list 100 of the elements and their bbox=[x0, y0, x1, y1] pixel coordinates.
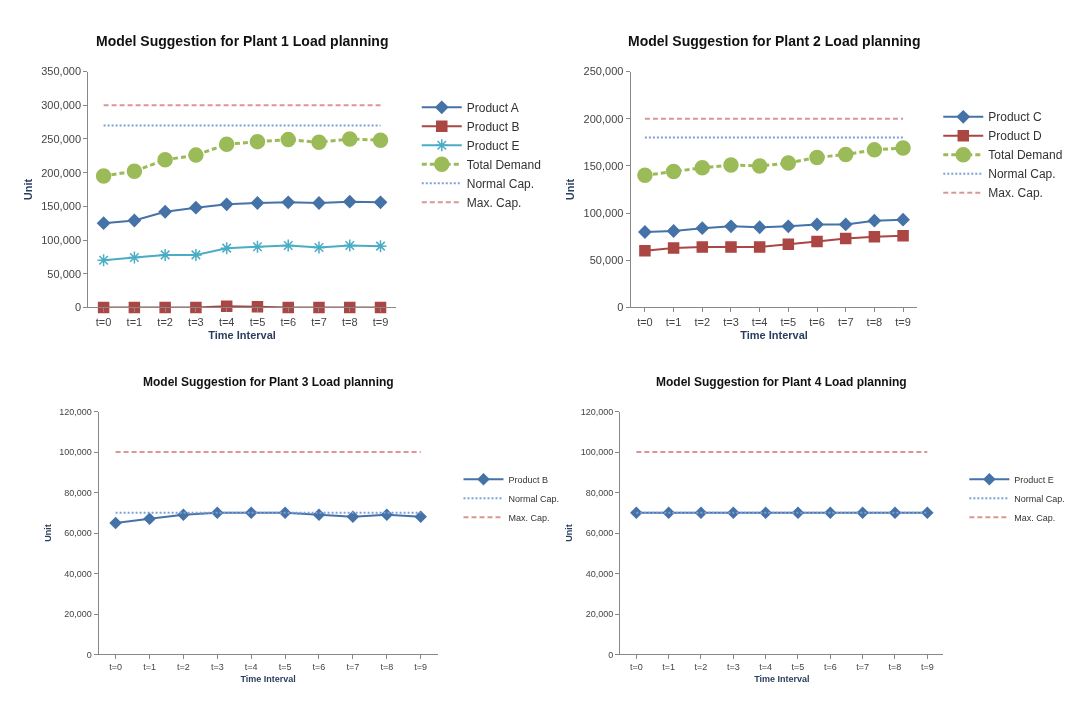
point bbox=[312, 240, 326, 255]
point bbox=[281, 238, 295, 253]
point bbox=[220, 197, 234, 211]
point bbox=[188, 147, 204, 163]
point bbox=[781, 219, 795, 233]
legend-label: Max. Cap. bbox=[508, 512, 550, 523]
y-tick-label: 250,000 bbox=[41, 132, 82, 145]
legend-label: Max. Cap. bbox=[988, 186, 1043, 201]
legend-label: Max. Cap. bbox=[466, 195, 522, 210]
y-tick-label: 0 bbox=[74, 301, 82, 314]
x-tick-label: t=1 bbox=[665, 315, 682, 328]
y-tick-label: 60,000 bbox=[585, 528, 614, 539]
y-tick-label: 40,000 bbox=[64, 568, 92, 579]
point bbox=[250, 196, 265, 210]
x-tick-label: t=7 bbox=[311, 315, 327, 328]
point bbox=[96, 253, 111, 268]
x-tick-label: t=7 bbox=[837, 315, 854, 328]
point bbox=[810, 217, 824, 232]
x-axis-title: Time Interval bbox=[754, 674, 810, 685]
y-tick-label: 150,000 bbox=[583, 159, 624, 172]
x-tick-label: t=3 bbox=[723, 315, 739, 328]
point bbox=[158, 205, 172, 219]
x-tick-label: t=8 bbox=[380, 662, 394, 673]
legend-label: Total Demand bbox=[466, 157, 541, 172]
y-tick-label: 300,000 bbox=[41, 99, 82, 112]
y-tick-label: 50,000 bbox=[47, 267, 82, 280]
x-tick-label: t=3 bbox=[188, 315, 204, 328]
legend-label: Normal Cap. bbox=[1014, 493, 1065, 504]
y-tick-label: 40,000 bbox=[585, 568, 614, 579]
y-axis-title: Unit bbox=[42, 524, 53, 542]
x-tick-label: t=6 bbox=[280, 315, 297, 328]
point bbox=[189, 248, 203, 262]
point bbox=[695, 221, 709, 235]
x-tick-label: t=0 bbox=[629, 662, 643, 673]
y-tick-label: 200,000 bbox=[41, 166, 82, 179]
x-tick-label: t=6 bbox=[823, 662, 837, 673]
point bbox=[639, 245, 651, 257]
x-tick-label: t=1 bbox=[126, 315, 143, 328]
point bbox=[811, 235, 823, 248]
point bbox=[753, 220, 767, 234]
point bbox=[219, 241, 234, 255]
point bbox=[751, 158, 768, 174]
point bbox=[809, 149, 825, 166]
point bbox=[312, 196, 326, 210]
point bbox=[839, 217, 853, 232]
y-tick-label: 100,000 bbox=[583, 206, 624, 219]
point bbox=[281, 195, 295, 209]
point bbox=[143, 512, 156, 525]
point bbox=[638, 225, 652, 239]
point bbox=[95, 168, 112, 184]
point bbox=[867, 214, 881, 228]
y-tick-label: 350,000 bbox=[41, 65, 82, 78]
point bbox=[694, 160, 711, 176]
y-axis-title: Unit bbox=[564, 178, 577, 201]
x-tick-label: t=9 bbox=[920, 662, 934, 673]
x-tick-label: t=2 bbox=[177, 662, 190, 673]
y-tick-label: 250,000 bbox=[583, 65, 624, 78]
x-tick-label: t=9 bbox=[414, 662, 428, 673]
point bbox=[667, 242, 680, 254]
x-tick-label: t=6 bbox=[809, 315, 825, 328]
x-tick-label: t=8 bbox=[341, 315, 358, 328]
point bbox=[780, 155, 797, 171]
x-tick-label: t=3 bbox=[726, 662, 740, 673]
point bbox=[158, 248, 172, 262]
x-tick-label: t=0 bbox=[109, 662, 122, 673]
point bbox=[782, 238, 795, 250]
x-axis-title: Time Interval bbox=[740, 328, 808, 341]
point bbox=[157, 152, 173, 168]
x-tick-label: t=2 bbox=[694, 315, 711, 328]
point bbox=[414, 510, 427, 523]
point bbox=[249, 133, 266, 150]
point bbox=[343, 238, 357, 253]
point bbox=[373, 195, 388, 209]
point bbox=[868, 230, 881, 243]
y-axis-title: Unit bbox=[564, 524, 575, 542]
x-tick-label: t=4 bbox=[244, 662, 258, 673]
x-tick-label: t=4 bbox=[751, 315, 768, 328]
point bbox=[866, 142, 883, 158]
y-tick-label: 120,000 bbox=[580, 406, 614, 417]
y-tick-label: 150,000 bbox=[41, 200, 82, 213]
x-tick-label: t=8 bbox=[866, 315, 883, 328]
y-tick-label: 100,000 bbox=[580, 447, 614, 458]
x-tick-label: t=2 bbox=[157, 315, 173, 328]
x-tick-label: t=1 bbox=[662, 662, 676, 673]
point bbox=[189, 201, 203, 215]
point bbox=[373, 239, 388, 253]
point bbox=[109, 516, 122, 529]
y-tick-label: 100,000 bbox=[59, 447, 92, 458]
point bbox=[127, 213, 141, 228]
y-tick-label: 0 bbox=[86, 649, 92, 660]
point bbox=[667, 224, 681, 238]
y-tick-label: 20,000 bbox=[64, 609, 92, 620]
point bbox=[837, 146, 854, 163]
point bbox=[753, 241, 766, 253]
legend-label: Product E bbox=[466, 138, 520, 153]
point bbox=[250, 240, 265, 254]
x-tick-label: t=9 bbox=[372, 315, 389, 328]
point bbox=[637, 167, 653, 184]
point bbox=[725, 241, 737, 253]
point bbox=[127, 250, 142, 265]
